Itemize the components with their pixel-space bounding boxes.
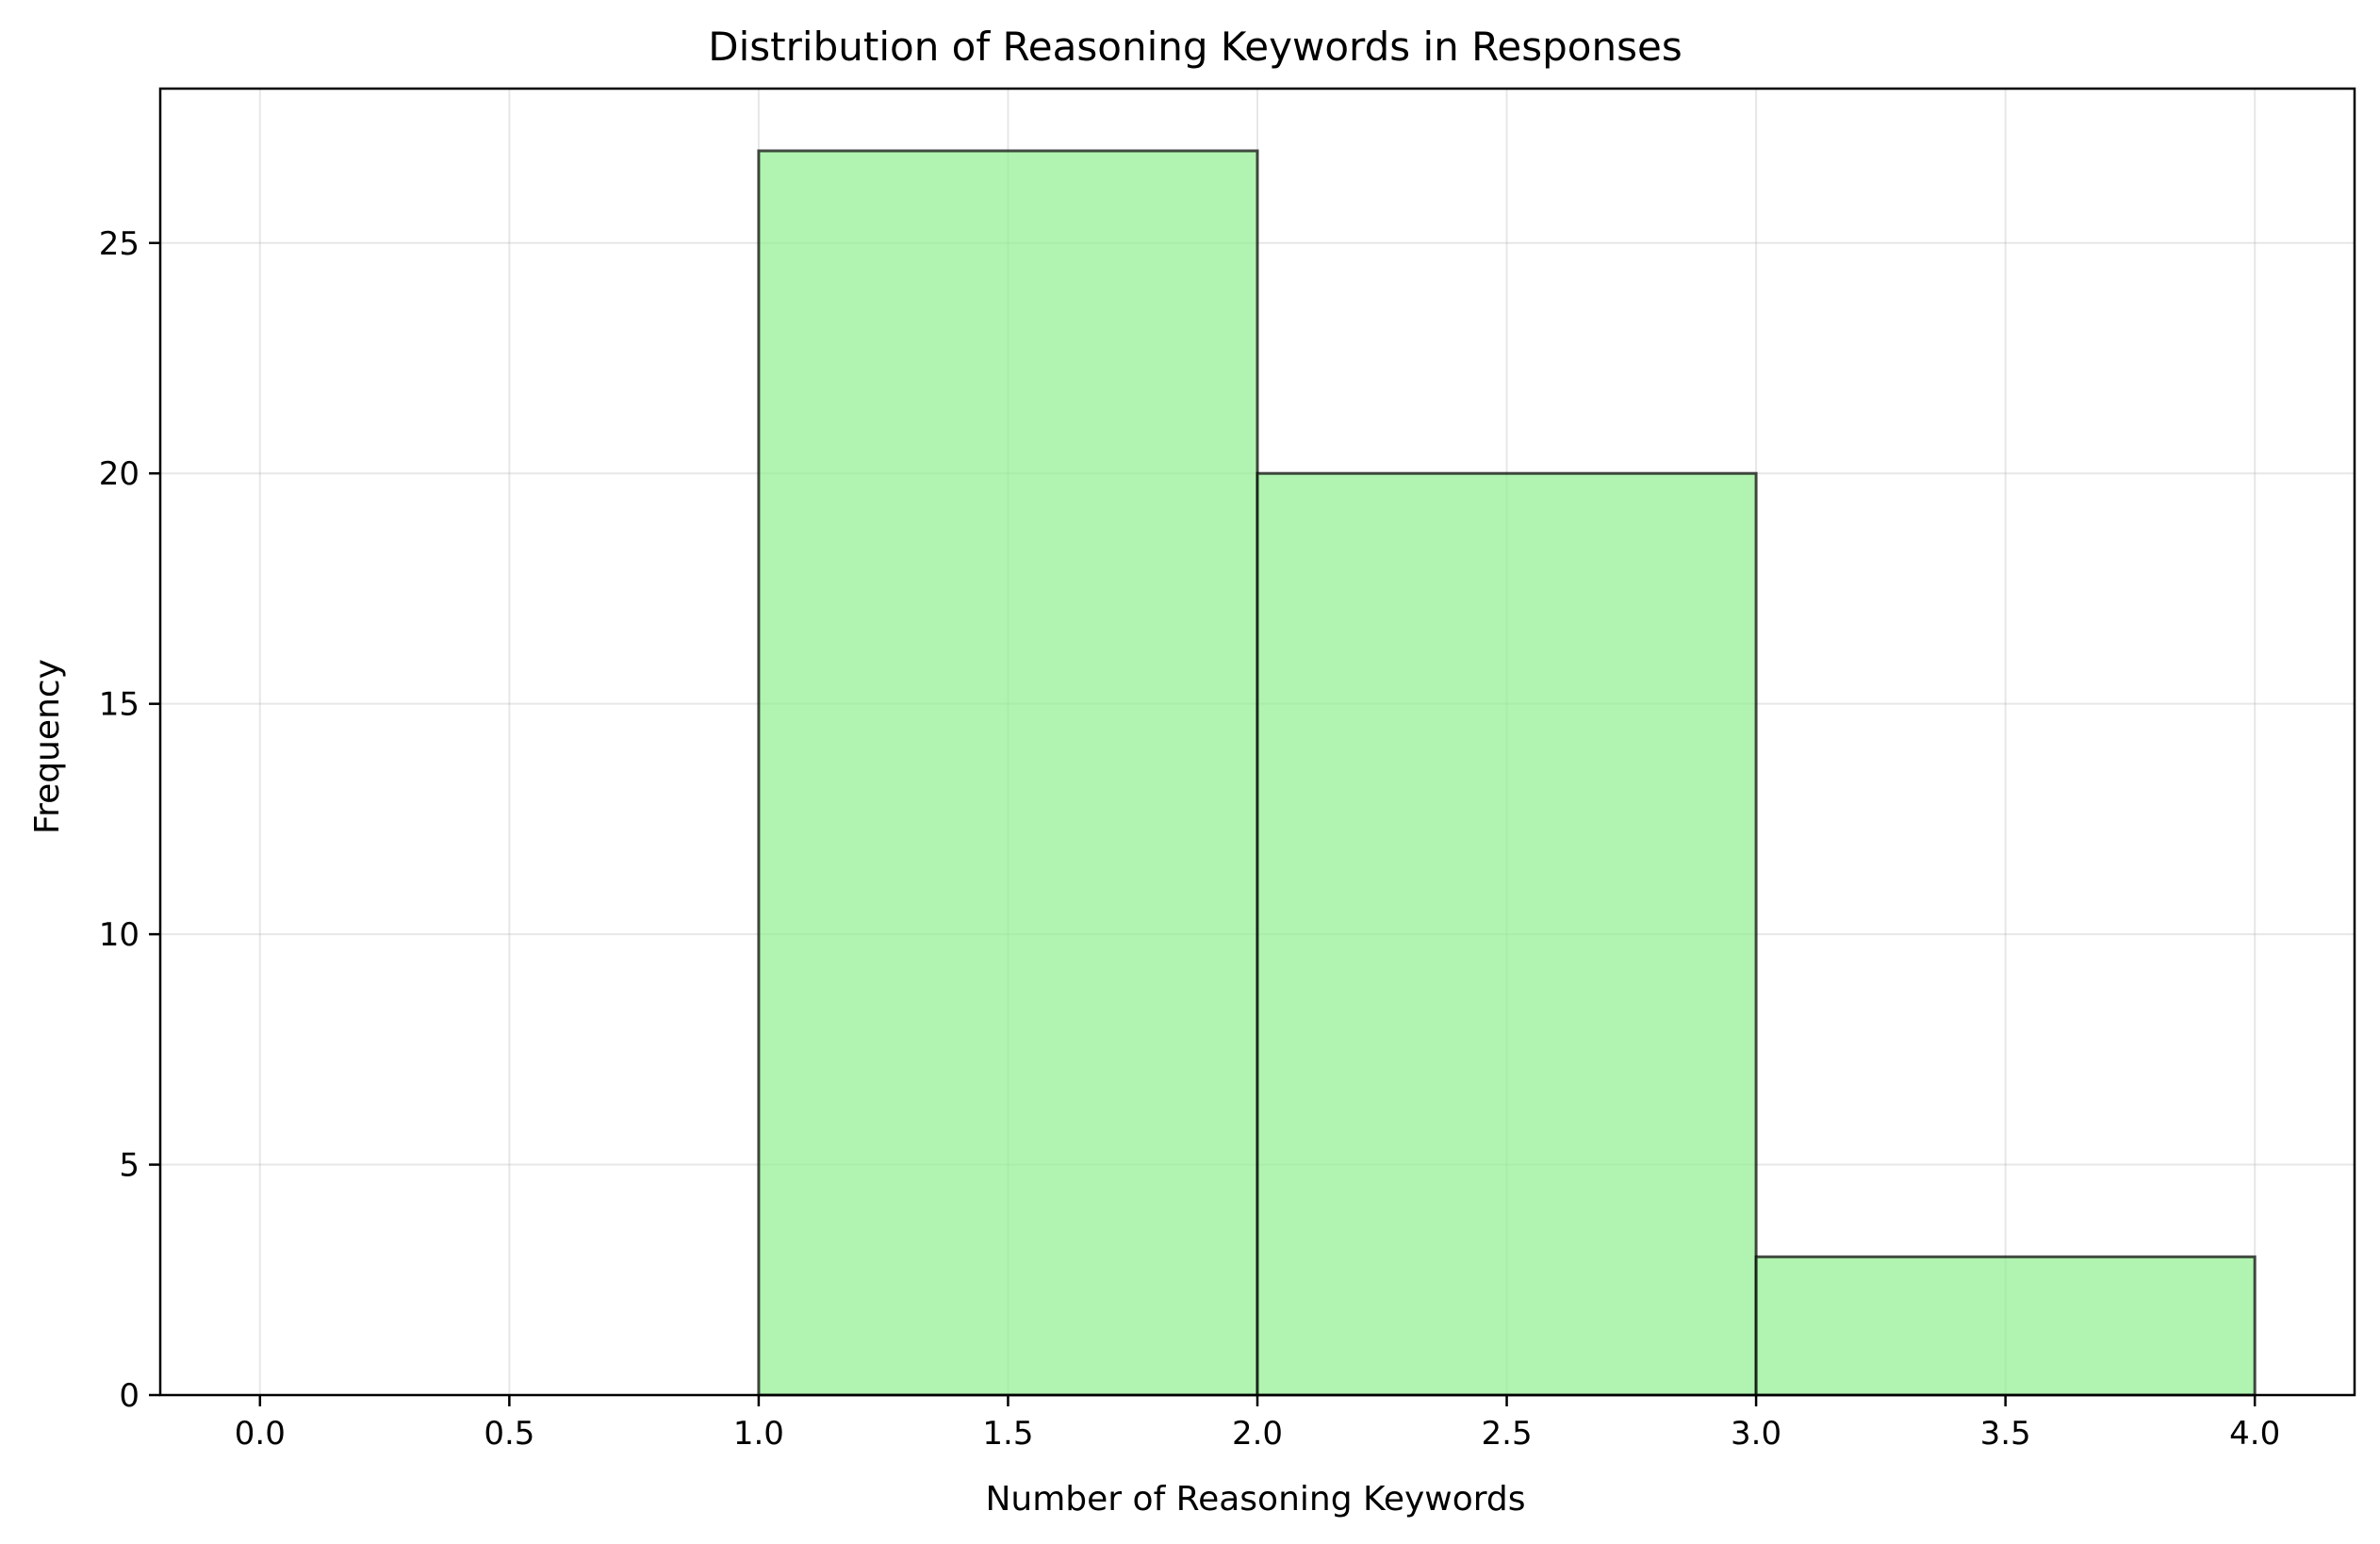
x-tick-label-8: 4.0: [2229, 1415, 2280, 1453]
x-axis-label: Number of Reasoning Keywords: [985, 1480, 1525, 1519]
y-axis-label: Frequency: [28, 659, 67, 834]
y-tick-label-2: 10: [99, 916, 140, 954]
y-tick-label-5: 25: [99, 225, 140, 263]
y-ticks: 0 5 10 15 20 25: [99, 225, 160, 1415]
y-tick-label-1: 5: [119, 1147, 140, 1185]
histogram-bar-1: [757, 149, 1259, 1397]
x-tick-label-5: 2.5: [1482, 1415, 1533, 1453]
y-tick-label-0: 0: [119, 1377, 140, 1415]
x-tick-label-3: 1.5: [982, 1415, 1033, 1453]
x-tick-label-6: 3.0: [1731, 1415, 1781, 1453]
x-tick-label-1: 0.5: [484, 1415, 534, 1453]
x-tick-label-2: 1.0: [733, 1415, 784, 1453]
x-tick-label-7: 3.5: [1980, 1415, 2031, 1453]
histogram-bar-3: [1754, 1255, 2257, 1397]
x-ticks: 0.0 0.5 1.0 1.5 2.0 2.5 3.0 3.5 4.0: [235, 1395, 2280, 1453]
y-tick-label-3: 15: [99, 686, 140, 724]
bars-layer: [757, 149, 2257, 1397]
histogram-bar-2: [1256, 471, 1758, 1397]
chart-title: Distribution of Reasoning Keywords in Re…: [708, 24, 1682, 70]
y-tick-label-4: 20: [99, 455, 140, 493]
x-tick-label-4: 2.0: [1232, 1415, 1283, 1453]
x-tick-label-0: 0.0: [235, 1415, 286, 1453]
